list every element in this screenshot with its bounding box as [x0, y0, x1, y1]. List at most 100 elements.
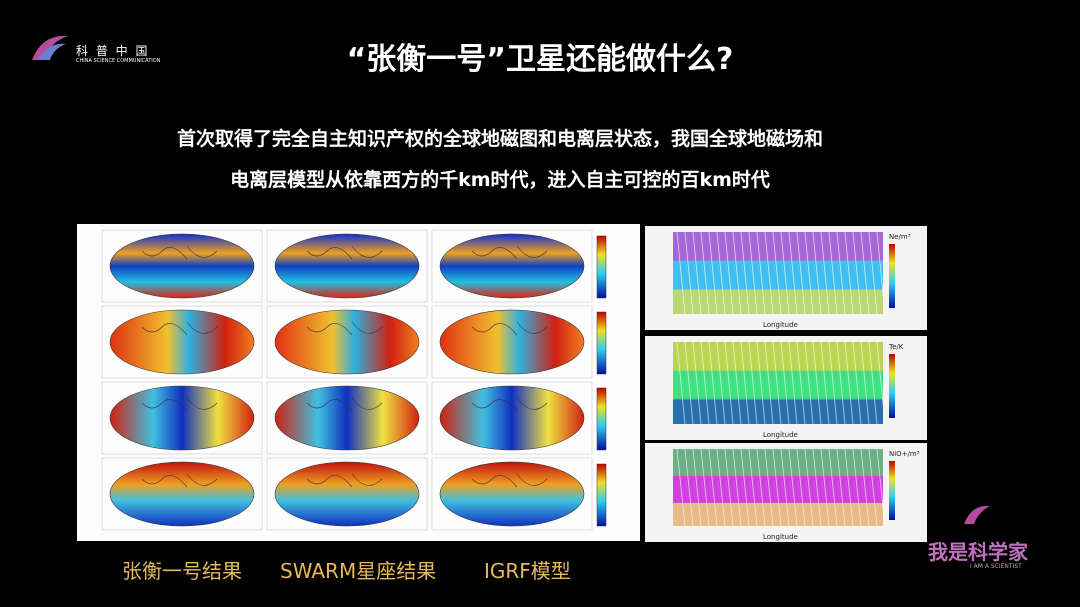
brand-name: 我是科学家	[928, 540, 1028, 564]
map-frame	[266, 305, 428, 379]
orbit-track	[724, 448, 734, 527]
orbit-track	[732, 341, 742, 425]
orbit-track	[772, 231, 782, 315]
orbit-track	[692, 231, 702, 315]
orbit-track	[844, 341, 854, 425]
orbit-track	[740, 231, 750, 315]
orbit-track	[700, 231, 710, 315]
orbit-track	[692, 341, 702, 425]
colorbar	[596, 387, 607, 451]
orbit-track	[876, 448, 886, 527]
coastline	[306, 321, 383, 336]
brand-subtitle: I AM A SCIENTIST	[970, 563, 1022, 570]
orbit-track	[756, 231, 766, 315]
plot-band	[673, 502, 883, 526]
orbit-track	[868, 231, 878, 315]
brand-icon	[964, 505, 990, 524]
map-figure	[77, 224, 640, 541]
orbit-track	[804, 231, 814, 315]
orbit-track	[844, 231, 854, 315]
orbit-track	[732, 231, 742, 315]
map	[274, 233, 420, 299]
orbit-track	[804, 341, 814, 425]
orbit-track	[676, 448, 686, 527]
map	[109, 233, 255, 299]
orbit-track	[796, 231, 806, 315]
orbit-track	[756, 448, 766, 527]
orbit-track	[708, 448, 718, 527]
orbit-track	[852, 231, 862, 315]
plot-band	[673, 232, 883, 261]
orbit-track	[748, 448, 758, 527]
coastline	[141, 397, 218, 412]
map-frame	[431, 229, 593, 303]
logo-icon	[32, 35, 68, 60]
slide-title: “张衡一号”卫星还能做什么?	[346, 42, 734, 77]
coastline	[471, 245, 548, 260]
coastline	[306, 473, 383, 488]
unit-label: Ne/m³	[889, 233, 911, 241]
orbit-track	[764, 231, 774, 315]
plot-band	[673, 449, 883, 476]
orbit-track	[772, 448, 782, 527]
orbit-track	[868, 448, 878, 527]
orbit-track	[812, 448, 822, 527]
orbit-track	[676, 231, 686, 315]
map-frame	[266, 229, 428, 303]
colorbar	[596, 311, 607, 375]
orbit-track	[772, 341, 782, 425]
orbit-track	[836, 448, 846, 527]
orbit-track	[820, 341, 830, 425]
orbit-track	[748, 231, 758, 315]
orbit-track	[828, 448, 838, 527]
orbit-track	[684, 341, 694, 425]
orbit-track	[716, 231, 726, 315]
map	[439, 233, 585, 299]
orbit-track	[860, 341, 870, 425]
orbit-track	[732, 448, 742, 527]
orbit-track	[812, 231, 822, 315]
orbit-track	[676, 341, 686, 425]
body-line: 首次取得了完全自主知识产权的全球地磁图和电离层状态，我国全球地磁场和	[176, 128, 823, 150]
axis-label: Longitude	[763, 431, 798, 439]
orbit-track	[708, 341, 718, 425]
colorbar	[889, 461, 895, 520]
logo-name: 科 普 中 国	[76, 44, 150, 58]
orbit-track	[780, 448, 790, 527]
orbit-track	[764, 448, 774, 527]
orbit-track	[740, 341, 750, 425]
orbit-panels: Ne/m³ Longitude Te/K Longitude NiO+/m³ Longit…	[645, 226, 927, 542]
orbit-track	[780, 341, 790, 425]
orbit-track	[836, 341, 846, 425]
map-frame	[101, 381, 263, 455]
orbit-track	[716, 448, 726, 527]
axis-label: Longitude	[763, 321, 798, 329]
map-frame	[101, 457, 263, 531]
map	[274, 461, 420, 527]
orbit-track	[804, 448, 814, 527]
colorbar	[596, 235, 607, 299]
orbit-track	[796, 341, 806, 425]
orbit-track	[740, 448, 750, 527]
orbit-track	[788, 341, 798, 425]
orbit-track	[876, 341, 886, 425]
orbit-track	[852, 341, 862, 425]
orbit-track	[700, 341, 710, 425]
orbit-track	[820, 231, 830, 315]
map	[439, 309, 585, 375]
orbit-track	[828, 231, 838, 315]
map	[439, 385, 585, 451]
unit-label: NiO+/m³	[889, 450, 920, 458]
orbit-track	[724, 341, 734, 425]
orbit-track	[852, 448, 862, 527]
colorbar	[889, 354, 895, 418]
orbit-track	[820, 448, 830, 527]
orbit-track	[692, 448, 702, 527]
caption: 张衡一号结果	[122, 559, 242, 583]
map-frame	[101, 305, 263, 379]
orbit-track	[700, 448, 710, 527]
orbit-track	[684, 231, 694, 315]
map-frame	[101, 229, 263, 303]
orbit-track	[788, 231, 798, 315]
